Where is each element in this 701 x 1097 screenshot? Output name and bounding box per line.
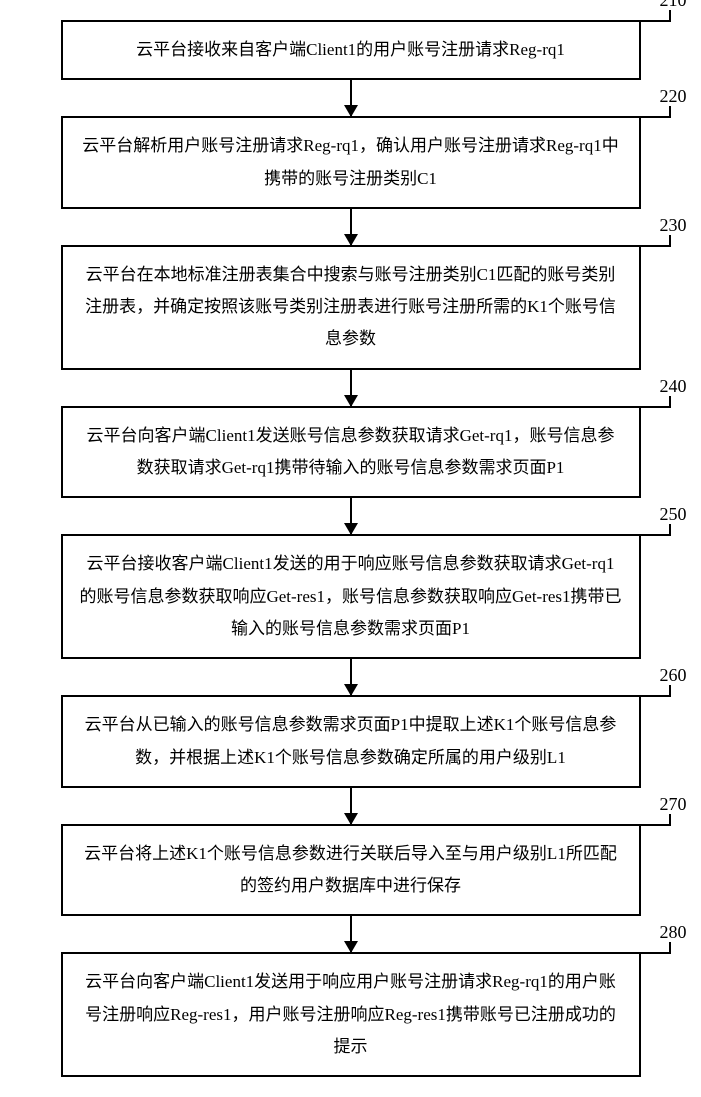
flow-node-text: 云平台接收客户端Client1发送的用于响应账号信息参数获取请求Get-rq1的…: [79, 548, 623, 645]
flow-node-step-270: 云平台将上述K1个账号信息参数进行关联后导入至与用户级别L1所匹配的签约用户数据…: [61, 824, 641, 917]
leader-line: [641, 245, 671, 247]
leader-line-v: [669, 106, 671, 116]
leader-line: [641, 824, 671, 826]
flow-node-step-210: 云平台接收来自客户端Client1的用户账号注册请求Reg-rq1210: [61, 20, 641, 80]
flow-node-step-230: 云平台在本地标准注册表集合中搜索与账号注册类别C1匹配的账号类别注册表，并确定按…: [61, 245, 641, 370]
leader-line-v: [669, 235, 671, 245]
leader-line: [641, 20, 671, 22]
leader-line: [641, 695, 671, 697]
flow-node-step-260: 云平台从已输入的账号信息参数需求页面P1中提取上述K1个账号信息参数，并根据上述…: [61, 695, 641, 788]
leader-line: [641, 406, 671, 408]
flow-node-text: 云平台从已输入的账号信息参数需求页面P1中提取上述K1个账号信息参数，并根据上述…: [79, 709, 623, 774]
flowchart: 云平台接收来自客户端Client1的用户账号注册请求Reg-rq1210 云平台解…: [21, 20, 681, 1077]
flow-node-text: 云平台接收来自客户端Client1的用户账号注册请求Reg-rq1: [136, 34, 565, 66]
leader-line-v: [669, 942, 671, 952]
leader-line: [641, 116, 671, 118]
flow-node-text: 云平台解析用户账号注册请求Reg-rq1，确认用户账号注册请求Reg-rq1中携…: [79, 130, 623, 195]
flow-node-label: 240: [660, 376, 687, 397]
flow-node-label: 280: [660, 922, 687, 943]
flow-node-label: 230: [660, 215, 687, 236]
leader-line-v: [669, 814, 671, 824]
flow-node-label: 210: [660, 0, 687, 11]
leader-line-v: [669, 524, 671, 534]
flow-edge: [350, 498, 352, 534]
flow-node-label: 270: [660, 794, 687, 815]
flow-edge: [350, 788, 352, 824]
flow-edge: [350, 659, 352, 695]
flow-edge: [350, 80, 352, 116]
leader-line: [641, 952, 671, 954]
flow-node-step-280: 云平台向客户端Client1发送用于响应用户账号注册请求Reg-rq1的用户账号…: [61, 952, 641, 1077]
flow-edge: [350, 370, 352, 406]
flow-node-label: 220: [660, 86, 687, 107]
flow-node-text: 云平台在本地标准注册表集合中搜索与账号注册类别C1匹配的账号类别注册表，并确定按…: [79, 259, 623, 356]
flow-node-step-240: 云平台向客户端Client1发送账号信息参数获取请求Get-rq1，账号信息参数…: [61, 406, 641, 499]
flow-node-text: 云平台将上述K1个账号信息参数进行关联后导入至与用户级别L1所匹配的签约用户数据…: [79, 838, 623, 903]
flow-node-step-220: 云平台解析用户账号注册请求Reg-rq1，确认用户账号注册请求Reg-rq1中携…: [61, 116, 641, 209]
flow-node-label: 260: [660, 665, 687, 686]
flow-edge: [350, 209, 352, 245]
flow-node-step-250: 云平台接收客户端Client1发送的用于响应账号信息参数获取请求Get-rq1的…: [61, 534, 641, 659]
flow-edge: [350, 916, 352, 952]
leader-line-v: [669, 685, 671, 695]
leader-line-v: [669, 10, 671, 20]
flow-node-text: 云平台向客户端Client1发送账号信息参数获取请求Get-rq1，账号信息参数…: [79, 420, 623, 485]
leader-line-v: [669, 396, 671, 406]
leader-line: [641, 534, 671, 536]
flow-node-text: 云平台向客户端Client1发送用于响应用户账号注册请求Reg-rq1的用户账号…: [79, 966, 623, 1063]
flow-node-label: 250: [660, 504, 687, 525]
